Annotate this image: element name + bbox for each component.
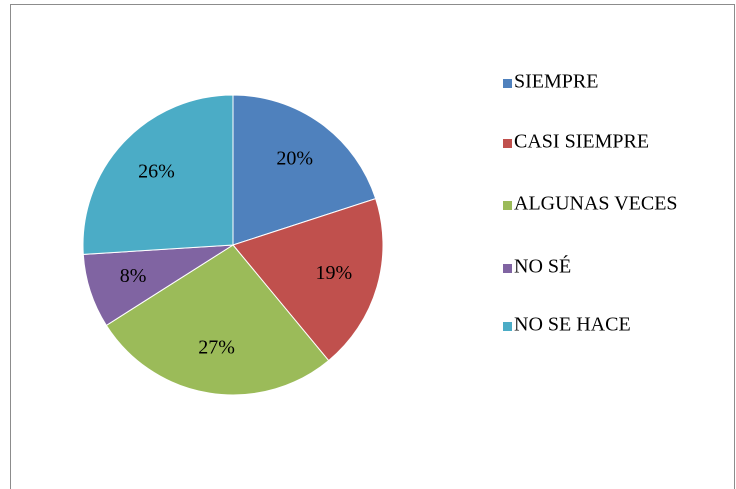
legend-swatch: [503, 79, 512, 88]
pie-slice: [232, 198, 384, 362]
data-label: 19%: [315, 262, 352, 284]
legend-label: ALGUNAS VECES: [514, 193, 678, 215]
legend-swatch: [503, 264, 512, 273]
pie-slice: [105, 244, 330, 396]
pie-slice: [232, 94, 377, 246]
pie-slice: [82, 94, 234, 255]
legend-label: SIEMPRE: [514, 71, 598, 93]
legend-label: NO SÉ: [514, 255, 571, 278]
legend-label: NO SE HACE: [514, 314, 631, 336]
legend-swatch: [503, 322, 512, 331]
data-label: 27%: [198, 336, 235, 358]
data-label: 20%: [276, 148, 313, 170]
legend-swatch: [503, 201, 512, 210]
data-label: 8%: [120, 265, 147, 287]
legend-label: CASI SIEMPRE: [514, 131, 649, 153]
data-label: 26%: [138, 161, 175, 183]
legend-swatch: [503, 139, 512, 148]
